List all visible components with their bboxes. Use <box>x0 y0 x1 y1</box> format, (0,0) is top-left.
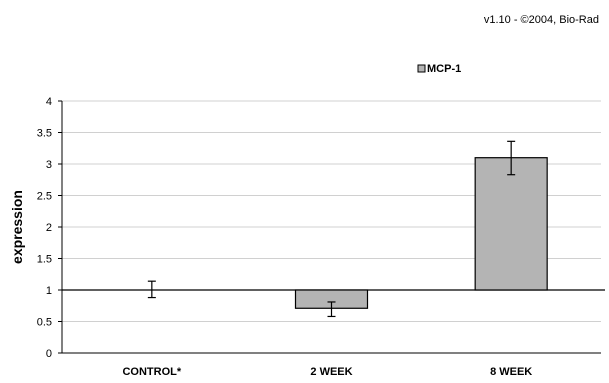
error-bars <box>147 140 516 318</box>
y-tick-label: 0.5 <box>37 317 52 329</box>
y-tick-label: 2.5 <box>37 191 52 203</box>
legend-label: MCP-1 <box>427 63 461 75</box>
legend-swatch <box>417 64 426 73</box>
bars <box>294 157 548 309</box>
x-tick-label: 2 WEEK <box>310 366 352 378</box>
y-tick-label: 3.5 <box>37 128 52 140</box>
x-tick-label: CONTROL* <box>122 366 181 378</box>
y-tick-label: 2 <box>46 222 52 234</box>
y-tick-label: 1.5 <box>37 254 52 266</box>
y-axis-label: expression <box>9 190 25 264</box>
x-tick-label: 8 WEEK <box>490 366 532 378</box>
y-tick-label: 3 <box>46 159 52 171</box>
y-tick-label: 4 <box>46 96 52 108</box>
y-tick-label: 1 <box>46 285 52 297</box>
bar <box>474 157 548 291</box>
legend: MCP-1 <box>417 63 461 75</box>
version-text: v1.10 - ©2004, Bio-Rad <box>483 14 599 26</box>
y-tick-label: 0 <box>46 348 52 360</box>
labels: 0 0.5 1 1.5 2 2.5 3 3.5 4 expression CONTROL* 2 WEE… <box>9 96 532 378</box>
